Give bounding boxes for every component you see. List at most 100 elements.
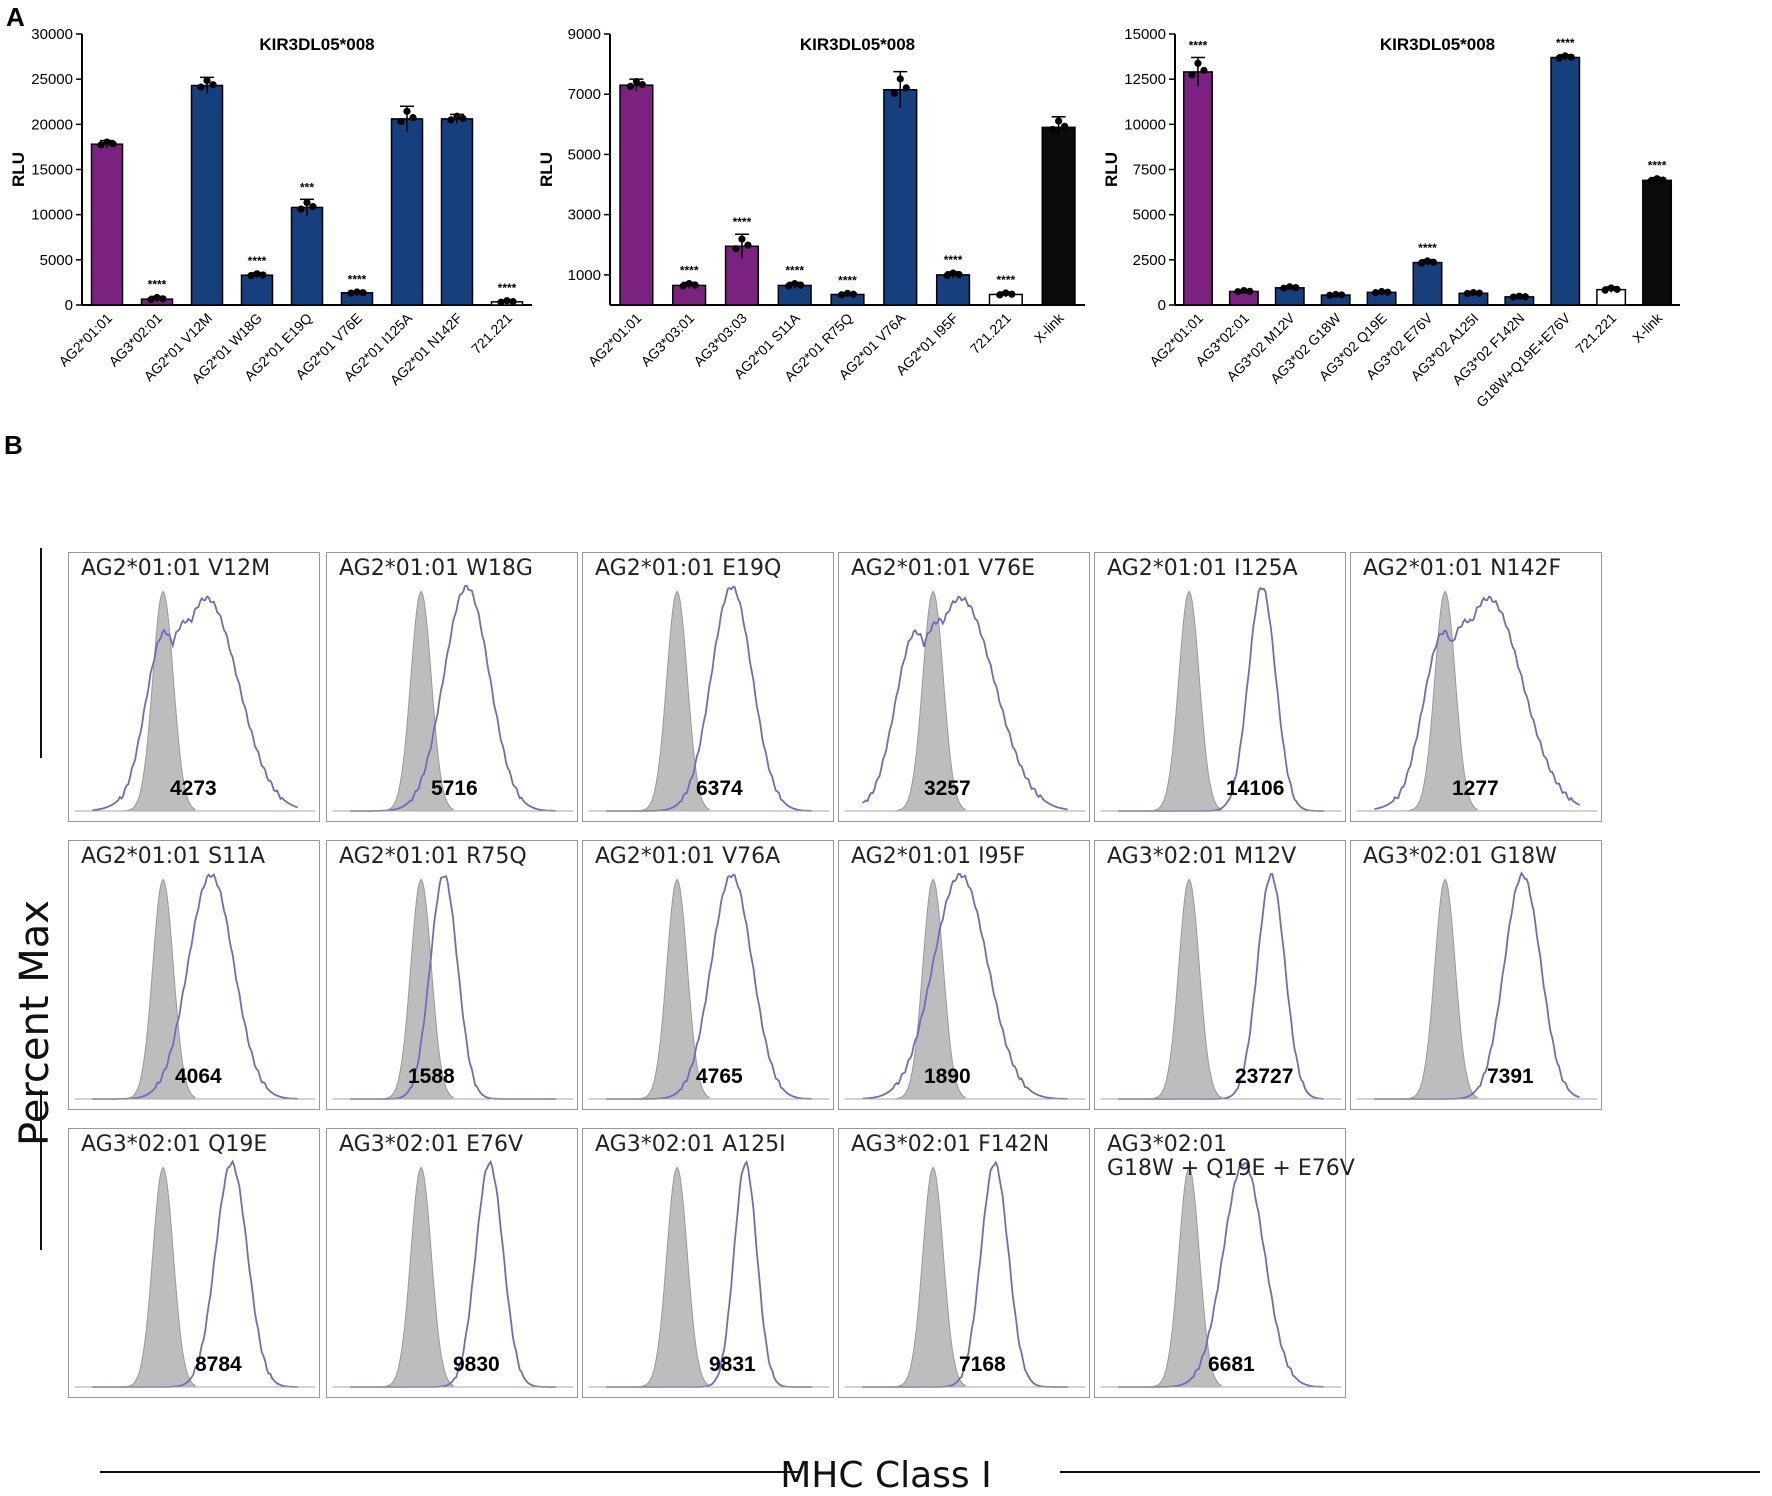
data-point [1423, 257, 1432, 265]
histogram-panel: AG2*01:01 W18G 5716 [326, 552, 578, 822]
data-point [843, 289, 852, 297]
significance-stars: **** [944, 253, 963, 267]
data-point [1194, 59, 1202, 67]
histogram-title: AG3*02:01 F142N [851, 1133, 1049, 1157]
data-point [849, 290, 858, 298]
bar [619, 84, 654, 306]
histogram-title-line: AG3*02:01 E76V [339, 1132, 524, 1157]
bar-chart-3: KIR3DL05*008 RLU 0 2500 5000 7500 10000 12500 15… [1102, 26, 1680, 410]
data-point [1049, 125, 1057, 134]
control-histogram [361, 1166, 454, 1388]
control-histogram [617, 1166, 710, 1388]
x-axis-line-right [1060, 1471, 1760, 1473]
histogram-mfi-value: 1588 [408, 1065, 455, 1088]
histogram-panel: AG2*01:01 I95F 1890 [838, 840, 1090, 1110]
y-axis-label: RLU [1102, 152, 1121, 187]
data-point [197, 83, 205, 91]
x-axis-line-left [100, 1471, 800, 1473]
data-point [209, 81, 217, 89]
histogram-title-line: AG2*01:01 E19Q [595, 556, 782, 581]
control-histogram [873, 1166, 966, 1388]
histogram-plot [75, 1159, 315, 1388]
histogram-mfi-value: 8784 [195, 1353, 242, 1376]
bar [1550, 56, 1581, 306]
y-tick-label: 3000 [568, 207, 601, 224]
histogram-mfi-value: 4273 [170, 777, 217, 800]
data-point [1292, 284, 1300, 292]
histogram-panel: AG2*01:01 R75Q 1588 [326, 840, 578, 1110]
y-axis-label: RLU [540, 152, 556, 187]
histogram-panel: AG3*02:01 A125I 9831 [582, 1128, 834, 1398]
histogram-plot [1101, 873, 1341, 1100]
histogram-title-line: AG2*01:01 R75Q [339, 844, 527, 869]
y-tick-label: 15000 [31, 162, 73, 179]
data-point [949, 269, 957, 277]
y-axis-line-bottom [40, 1090, 42, 1250]
x-tick-label: X-link [1031, 309, 1068, 346]
panel-b-label: B [4, 430, 23, 460]
x-tick-label: 721.221 [468, 310, 515, 357]
bar [1642, 179, 1673, 306]
histogram-title-line: AG2*01:01 V76E [851, 556, 1036, 581]
data-point [1286, 283, 1294, 291]
data-point [1555, 54, 1563, 62]
histogram-title: AG2*01:01 N142F [1363, 557, 1561, 581]
sample-histogram [861, 595, 1068, 811]
data-point [309, 203, 317, 211]
sample-histogram [1118, 586, 1324, 812]
data-point [638, 80, 646, 89]
histogram-plot [589, 586, 829, 812]
histogram-title-line: AG2*01:01 S11A [81, 844, 266, 869]
y-axis-line-top [40, 548, 42, 758]
data-point [1561, 52, 1569, 60]
data-point [403, 107, 411, 115]
data-point [1475, 289, 1484, 297]
histogram-panel: AG2*01:01 V12M 4273 [68, 552, 320, 822]
chart-title: KIR3DL05*008 [800, 35, 915, 54]
data-point [459, 114, 467, 123]
data-point [791, 280, 799, 288]
histogram-mfi-value: 14106 [1226, 777, 1285, 800]
bar [190, 84, 224, 306]
histogram-title-line: AG3*02:01 [1107, 1132, 1228, 1157]
histogram-title-line: AG2*01:01 V12M [81, 556, 271, 581]
control-histogram [103, 1166, 196, 1388]
histogram-title-line: AG2*01:01 V76A [595, 844, 781, 869]
histogram-title: AG3*02:01 Q19E [81, 1133, 267, 1157]
y-tick-label: 25000 [31, 71, 73, 88]
data-point [1371, 289, 1380, 297]
histogram-title: AG3*02:01 G18W [1363, 845, 1557, 869]
data-point [97, 141, 105, 149]
histogram-title-line: AG3*02:01 G18W [1363, 844, 1557, 869]
histogram-title-line: AG3*02:01 M12V [1107, 844, 1297, 869]
data-point [297, 205, 305, 213]
histogram-mfi-value: 1890 [924, 1065, 971, 1088]
histogram-panel: AG2*01:01 I125A 14106 [1094, 552, 1346, 822]
data-point [1469, 289, 1478, 297]
histogram-title: AG2*01:01 V12M [81, 557, 270, 581]
histogram-title-line: AG2*01:01 W18G [339, 556, 533, 581]
data-point [1383, 288, 1392, 296]
histogram-title: AG3*02:01 G18W + Q19E + E76V [1107, 1133, 1355, 1181]
data-point [347, 289, 355, 297]
x-tick-label: 721.221 [1572, 310, 1619, 357]
data-point [1607, 284, 1615, 292]
histogram-panel: AG3*02:01 Q19E 8784 [68, 1128, 320, 1398]
data-point [1653, 175, 1661, 183]
bar [883, 88, 918, 306]
data-point [837, 291, 846, 299]
histogram-y-label: Percent Max [12, 900, 58, 1146]
data-point [1601, 286, 1609, 294]
histogram-title-line-2: G18W + Q19E + E76V [1107, 1156, 1355, 1181]
data-point [1326, 291, 1334, 299]
data-point [1055, 117, 1063, 125]
histogram-mfi-value: 9830 [453, 1353, 500, 1376]
data-point [259, 271, 267, 279]
bar-chart-2: KIR3DL05*008 RLU 1000 3000 5000 7000 9000 AG2*0… [540, 26, 1085, 384]
bar [390, 118, 424, 306]
histogram-mfi-value: 5716 [431, 777, 478, 800]
significance-stars: **** [498, 281, 517, 295]
histogram-title: AG2*01:01 I125A [1107, 557, 1298, 581]
y-tick-label: 2500 [1133, 252, 1166, 269]
bar-chart-1: KIR3DL05*008 RLU 0 5000 10000 15000 20000 25000… [9, 26, 532, 388]
